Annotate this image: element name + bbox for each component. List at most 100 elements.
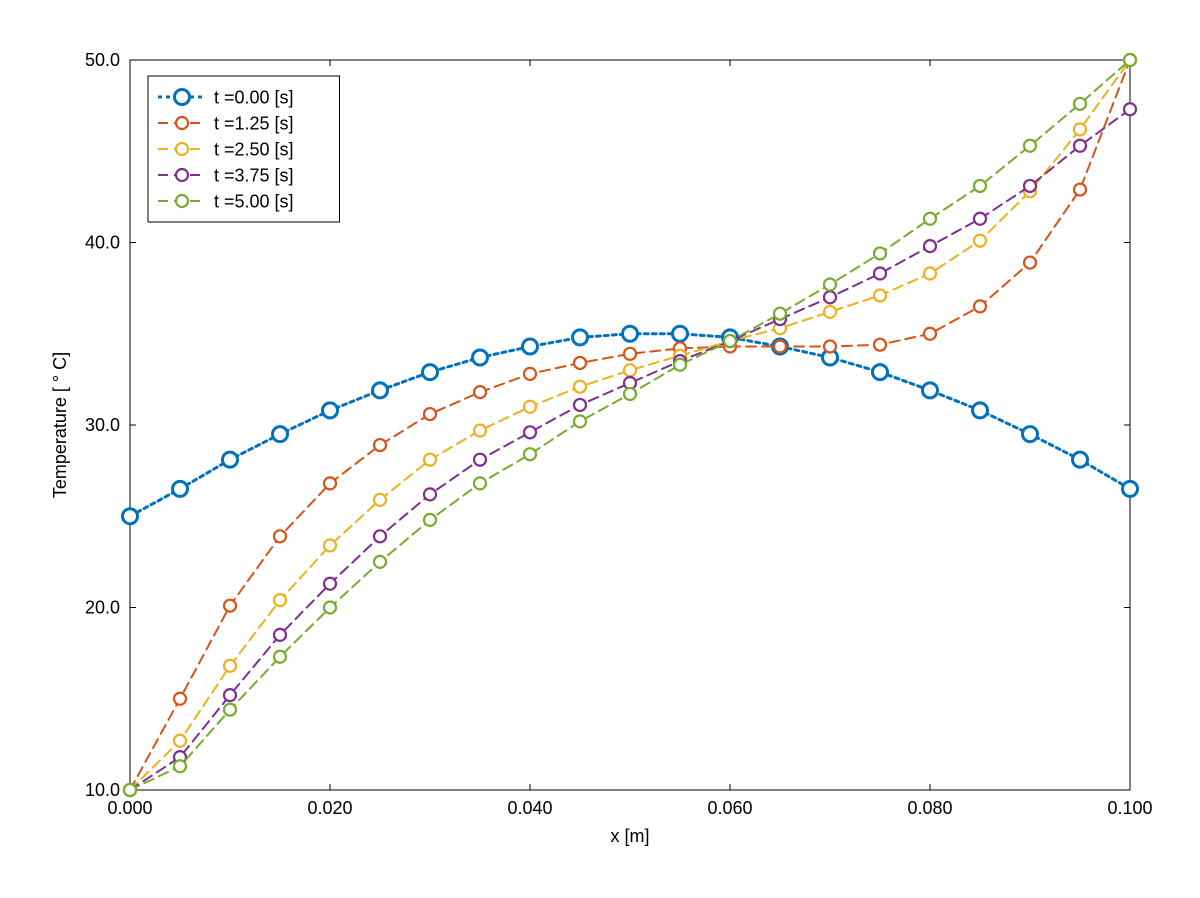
y-tick-label: 30.0 [85, 415, 120, 435]
series-marker [873, 365, 888, 380]
series-marker [924, 240, 936, 252]
series-marker [574, 357, 586, 369]
series-marker [574, 381, 586, 393]
series-marker [923, 383, 938, 398]
series-marker [974, 213, 986, 225]
series-marker [1073, 452, 1088, 467]
series-marker [924, 328, 936, 340]
series-marker [324, 539, 336, 551]
series-marker [473, 350, 488, 365]
series-marker [623, 326, 638, 341]
series-marker [374, 530, 386, 542]
series-marker [1124, 103, 1136, 115]
series-marker [674, 359, 686, 371]
series-marker [474, 454, 486, 466]
legend-label: t =3.75 [s] [214, 165, 294, 185]
y-tick-label: 10.0 [85, 780, 120, 800]
series-marker [824, 278, 836, 290]
series-marker [1024, 257, 1036, 269]
temperature-line-chart: 0.0000.0200.0400.0600.0800.100x [m]10.02… [0, 0, 1200, 898]
series-marker [1074, 184, 1086, 196]
legend-label: t =5.00 [s] [214, 191, 294, 211]
legend-swatch-marker [176, 169, 188, 181]
y-tick-label: 20.0 [85, 598, 120, 618]
series-marker [224, 689, 236, 701]
series-marker [774, 341, 786, 353]
y-tick-label: 40.0 [85, 233, 120, 253]
series-marker [174, 760, 186, 772]
series-marker [874, 268, 886, 280]
series-marker [124, 784, 136, 796]
series-marker [324, 602, 336, 614]
series-marker [724, 335, 736, 347]
x-tick-label: 0.000 [107, 798, 152, 818]
series-marker [824, 291, 836, 303]
series-marker [574, 415, 586, 427]
series-marker [974, 300, 986, 312]
legend-label: t =0.00 [s] [214, 87, 294, 107]
series-marker [624, 364, 636, 376]
series-marker [224, 704, 236, 716]
series-marker [524, 368, 536, 380]
series-marker [574, 399, 586, 411]
series-marker [424, 454, 436, 466]
series-marker [1074, 123, 1086, 135]
series-marker [373, 383, 388, 398]
series-marker [973, 403, 988, 418]
series-marker [524, 401, 536, 413]
series-marker [223, 452, 238, 467]
legend-label: t =2.50 [s] [214, 139, 294, 159]
series-marker [1024, 180, 1036, 192]
series-marker [474, 386, 486, 398]
legend-swatch-marker [176, 117, 188, 129]
legend-swatch-marker [175, 90, 190, 105]
series-marker [374, 556, 386, 568]
series-marker [324, 578, 336, 590]
series-marker [424, 514, 436, 526]
series-marker [874, 339, 886, 351]
series-marker [474, 424, 486, 436]
series-marker [874, 289, 886, 301]
series-marker [424, 408, 436, 420]
series-marker [1023, 427, 1038, 442]
series-marker [924, 213, 936, 225]
series-marker [924, 268, 936, 280]
series-marker [273, 427, 288, 442]
series-marker [323, 403, 338, 418]
y-tick-label: 50.0 [85, 50, 120, 70]
series-marker [1124, 54, 1136, 66]
series-marker [673, 326, 688, 341]
legend-swatch-marker [176, 195, 188, 207]
series-marker [173, 481, 188, 496]
series-marker [524, 448, 536, 460]
series-marker [824, 306, 836, 318]
x-tick-label: 0.040 [507, 798, 552, 818]
series-marker [1123, 481, 1138, 496]
series-marker [274, 651, 286, 663]
series-marker [624, 348, 636, 360]
series-marker [274, 530, 286, 542]
series-marker [224, 660, 236, 672]
series-marker [1024, 140, 1036, 152]
series-marker [524, 426, 536, 438]
series-marker [774, 308, 786, 320]
series-marker [274, 594, 286, 606]
series-marker [874, 247, 886, 259]
series-marker [423, 365, 438, 380]
series-marker [174, 735, 186, 747]
series-marker [374, 494, 386, 506]
series-marker [174, 693, 186, 705]
series-marker [224, 600, 236, 612]
series-marker [523, 339, 538, 354]
series-marker [474, 477, 486, 489]
series-marker [573, 330, 588, 345]
x-tick-label: 0.080 [907, 798, 952, 818]
series-marker [374, 439, 386, 451]
series-marker [424, 488, 436, 500]
series-marker [1074, 140, 1086, 152]
x-axis-label: x [m] [611, 826, 650, 846]
series-marker [624, 388, 636, 400]
legend-label: t =1.25 [s] [214, 113, 294, 133]
legend: t =0.00 [s] t =1.25 [s] t =2.50 [s] t =3.75… [148, 76, 340, 222]
series-marker [274, 629, 286, 641]
